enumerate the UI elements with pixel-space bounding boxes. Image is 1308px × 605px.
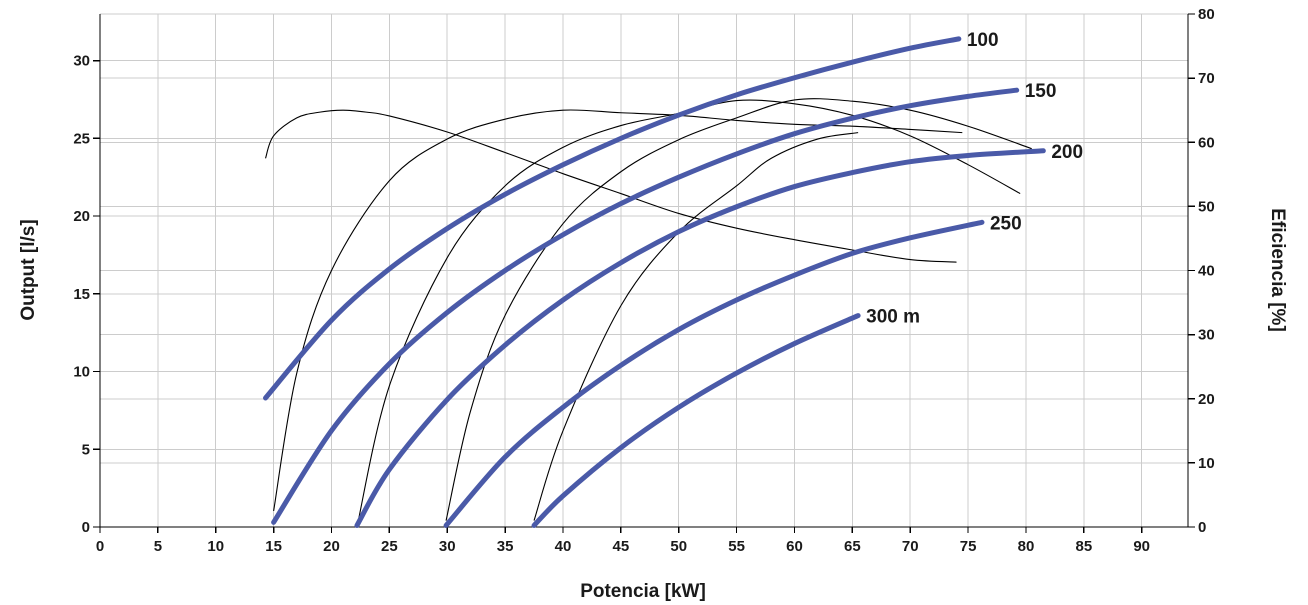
labels: 0 5 10 15 20 25 30 35 40 45 50 55 60 65 70 75 80 85 90 0 5 10… (73, 6, 1214, 555)
y2-tick-label: 0 (1198, 519, 1206, 536)
y-tick-label: 30 (73, 53, 90, 70)
y2-tick-label: 20 (1198, 391, 1215, 408)
x-tick-label: 85 (1075, 538, 1092, 555)
output-curves (263, 36, 1046, 528)
y-tick-label: 10 (73, 364, 90, 381)
x-tick-label: 75 (960, 538, 977, 555)
y2-tick-label: 50 (1198, 198, 1215, 215)
y2-tick-label: 30 (1198, 327, 1215, 344)
x-tick-label: 40 (555, 538, 572, 555)
y2-tick-label: 40 (1198, 263, 1215, 280)
x-tick-label: 65 (844, 538, 861, 555)
y-tick-label: 20 (73, 208, 90, 225)
x-tick-label: 25 (381, 538, 398, 555)
efficiency-curve-2 (273, 109, 963, 512)
x-tick-label: 45 (613, 538, 630, 555)
x-tick-label: 15 (265, 538, 282, 555)
series-label: 100 (967, 30, 999, 51)
y-axis-title: Output [l/s] (18, 219, 39, 320)
output-curve-2 (271, 87, 1020, 525)
y2-tick-label: 10 (1198, 455, 1215, 472)
series-label: 200 (1051, 142, 1083, 163)
x-tick-label: 80 (1018, 538, 1035, 555)
efficiency-curve-1 (264, 109, 957, 263)
x-tick-label: 50 (670, 538, 687, 555)
x-tick-label: 0 (96, 538, 104, 555)
x-tick-label: 30 (439, 538, 456, 555)
x-axis-title: Potencia [kW] (580, 581, 706, 602)
gridlines (99, 13, 1188, 528)
axes (93, 13, 1195, 533)
y2-tick-label: 80 (1198, 6, 1215, 23)
y-tick-label: 15 (73, 286, 90, 303)
efficiency-curves (264, 98, 1032, 528)
x-tick-label: 55 (728, 538, 745, 555)
efficiency-curve-4 (445, 98, 1032, 521)
x-tick-label: 70 (902, 538, 919, 555)
output-curve-1 (263, 36, 962, 401)
output-curve-5 (531, 313, 861, 528)
y2-tick-label: 60 (1198, 134, 1215, 151)
x-tick-label: 5 (154, 538, 162, 555)
x-tick-label: 20 (323, 538, 340, 555)
y-tick-label: 25 (73, 130, 90, 147)
y-tick-label: 5 (82, 441, 90, 458)
y-tick-label: 0 (82, 519, 90, 536)
efficiency-curve-3 (356, 99, 1021, 528)
x-tick-label: 10 (207, 538, 224, 555)
y2-axis-title: Eficiencia [%] (1267, 208, 1288, 332)
output-curve-4 (443, 219, 985, 528)
series-label: 300 m (866, 307, 920, 328)
series-label: 150 (1025, 81, 1057, 102)
x-tick-label: 60 (786, 538, 803, 555)
y2-tick-label: 70 (1198, 70, 1215, 87)
output-curve-3 (354, 148, 1046, 528)
x-tick-label: 90 (1133, 538, 1150, 555)
series-label: 250 (990, 213, 1022, 234)
x-tick-label: 35 (497, 538, 514, 555)
